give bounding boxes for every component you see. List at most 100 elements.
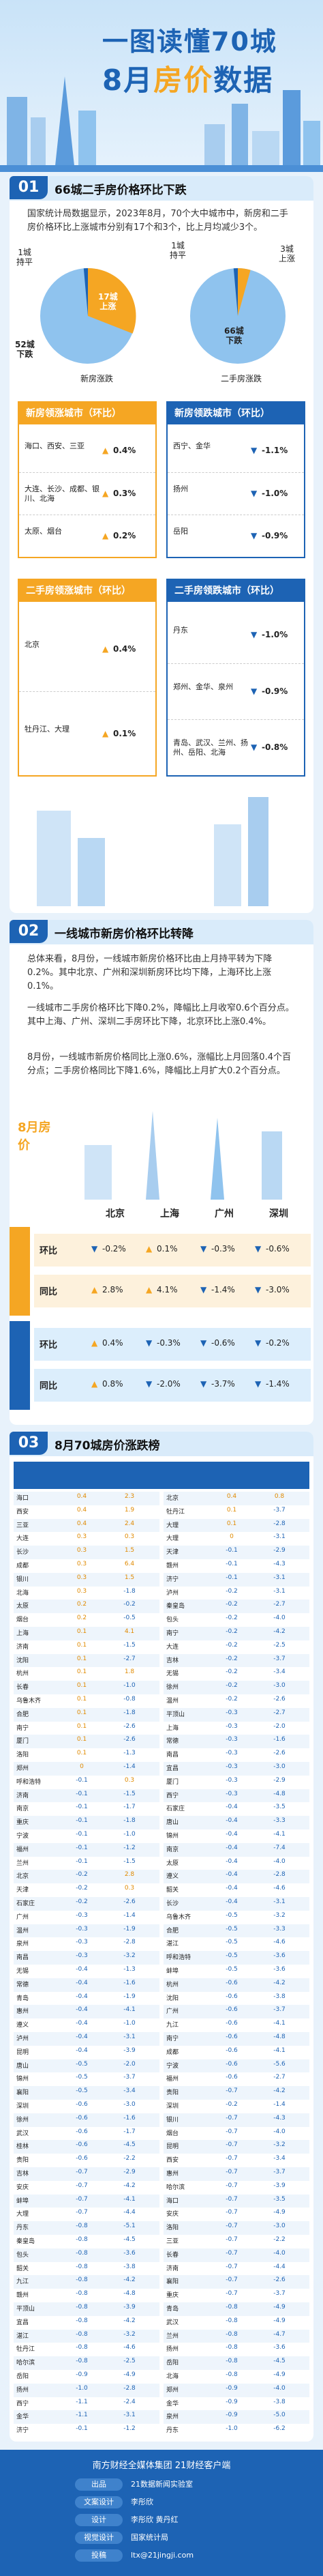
paragraph-1: 总体来看，8月份，一线城市新房价格环比由上月持平转为下降0.2%。其中北京、广州…	[27, 954, 273, 992]
rate-value: -3.4	[273, 2155, 286, 2162]
city-name: 襄阳	[16, 2089, 29, 2097]
box-header: 二手房领涨城市（环比）	[19, 580, 155, 602]
city-name: 大理	[166, 1535, 179, 1543]
city-price-table: 海口 0.4 2.3 西安 0.4 1.9 三亚 0.4 2.4 大连 0.3 0.3 长沙 0.3 1.5…	[14, 1462, 309, 2437]
city-name: 扬州	[173, 484, 188, 493]
city-name: 青岛	[166, 2306, 179, 2313]
rate-value: -0.2	[76, 1885, 88, 1892]
city-name: 太原、烟台	[25, 527, 62, 536]
rate-value: -0.4	[226, 1871, 238, 1879]
city-name: 成都	[166, 2049, 179, 2056]
rate-value: -2.5	[273, 1641, 286, 1649]
city-name: 南昌	[166, 1752, 179, 1759]
row-stripe	[164, 1870, 309, 1884]
old-down-box: 二手房领跌城市（环比） 丹东 ▼ -1.0% 郑州、金华、泉州 ▼ -0.9% 青岛、武汉、…	[166, 579, 305, 777]
rate-value: -1.5	[123, 1641, 136, 1649]
rate-value: -0.7	[226, 2209, 238, 2216]
down-arrow-icon: ▼	[146, 1379, 153, 1389]
section-01: 01 66城二手房价格环比下跌 国家统计局数据显示，2023年8月，70个大中城…	[10, 176, 313, 913]
box-header: 二手房领跌城市（环比）	[168, 580, 304, 602]
row-stripe	[14, 2032, 159, 2046]
row-stripe	[164, 1492, 309, 1505]
pie-new-down: 52城 下跌	[15, 340, 35, 359]
rate-value: -2.6	[273, 2276, 286, 2284]
rate-value: 1.5	[124, 1547, 135, 1554]
rate-value: -3.4	[123, 2087, 136, 2095]
rate-value: -0.2%	[266, 1338, 290, 1348]
city-name: 包头	[16, 2251, 29, 2259]
skyline-illustration	[0, 76, 323, 172]
rate-value: -2.0%	[157, 1379, 181, 1389]
rate-value: -0.1	[76, 2425, 88, 2433]
rate-value: -0.7	[76, 2195, 88, 2203]
rate-value: -4.8	[273, 1790, 286, 1797]
rate-value: -2.0	[123, 2060, 136, 2068]
rate-value: -0.8	[123, 1696, 136, 1703]
row-stripe	[164, 2275, 309, 2289]
city-name: 桂林	[16, 2143, 29, 2151]
rate-value: -4.2	[273, 2087, 286, 2095]
city-name: 西宁	[166, 1792, 179, 1799]
rate-value: -0.7	[226, 2249, 238, 2257]
rate-value: -0.4	[226, 1898, 238, 1905]
row-stripe	[14, 2275, 159, 2289]
rate-value: -0.3	[226, 1709, 238, 1716]
city-name: 牡丹江	[16, 2346, 35, 2354]
rate-value: -3.9	[123, 2046, 136, 2054]
rate-value: 0.3	[76, 1561, 87, 1567]
rate-value: -0.1	[76, 1857, 88, 1865]
city-name: 长春	[16, 1684, 29, 1692]
down-arrow-icon: ▼	[255, 1379, 262, 1389]
row-stripe	[164, 2248, 309, 2262]
rate-value: -0.6%	[211, 1338, 235, 1348]
rate-value: 0.1	[76, 1750, 87, 1757]
footer-key: 文案设计	[75, 2496, 123, 2508]
rate-value: -0.7	[76, 2209, 88, 2216]
row-stripe	[164, 1707, 309, 1722]
rate-value: -4.2	[123, 2276, 136, 2284]
city-name: 宁波	[16, 1833, 29, 1840]
city-header: 广州	[215, 1209, 234, 1219]
rate-value: -4.8	[273, 2034, 286, 2040]
city-name: 扬州	[166, 2346, 179, 2354]
table-row	[34, 1275, 311, 1307]
city-name: 唐山	[166, 1819, 179, 1827]
down-arrow-icon: ▼	[255, 1338, 262, 1348]
city-name: 牡丹江、大理	[25, 724, 70, 734]
city-name: 沈阳	[16, 1657, 29, 1664]
rate-value: -0.4	[76, 2006, 88, 2014]
down-arrow-icon: ▼	[251, 686, 258, 696]
row-stripe	[164, 2086, 309, 2100]
rate-value: -0.3	[226, 1736, 238, 1743]
city-name: 西安	[166, 2157, 179, 2165]
up-arrow-icon: ▲	[91, 1285, 98, 1294]
rate-value: -1.2	[123, 2425, 136, 2433]
title-line-1: 一图读懂70城	[102, 27, 277, 57]
new-up-box: 新房领涨城市（环比） 海口、西安、三亚 ▲ 0.4% 大连、长沙、成都、银川、北海 ▲ 0…	[18, 401, 157, 558]
city-name: 南宁	[16, 1724, 29, 1732]
rate-value: 0.1	[76, 1628, 87, 1635]
city-name: 惠州	[16, 2008, 29, 2016]
rate-value: -3.2	[123, 2330, 136, 2338]
rate-value: -0.4	[226, 1844, 238, 1851]
row-label: 同比	[40, 1287, 58, 1297]
city-name: 包头	[166, 1617, 179, 1624]
rate-value: -0.7	[76, 2169, 88, 2175]
rate-value: -1.0	[76, 2384, 88, 2392]
rate-value: -0.7	[226, 2182, 238, 2189]
city-name: 成都	[16, 1563, 29, 1569]
city-name: 青岛	[16, 1995, 29, 2002]
city-name: 沈阳	[166, 1995, 179, 2002]
rate-value: -0.8	[76, 2263, 88, 2270]
rate-value: -0.4	[226, 1885, 238, 1892]
city-name: 北京	[16, 1873, 29, 1881]
rate-value: -0.4	[76, 2034, 88, 2040]
city-name: 泸州	[166, 1589, 179, 1597]
rate-value: -2.6	[123, 1722, 136, 1730]
footer-value: 李彤欣 黄丹红	[131, 2515, 179, 2524]
rate-value: 0.2	[76, 1601, 87, 1608]
rate-value: -0.9%	[262, 531, 288, 540]
rate-value: 0.4%	[102, 1338, 123, 1348]
section-title: 一线城市新房价格环比转降	[55, 927, 194, 941]
rate-value: 0.3	[124, 1533, 135, 1541]
